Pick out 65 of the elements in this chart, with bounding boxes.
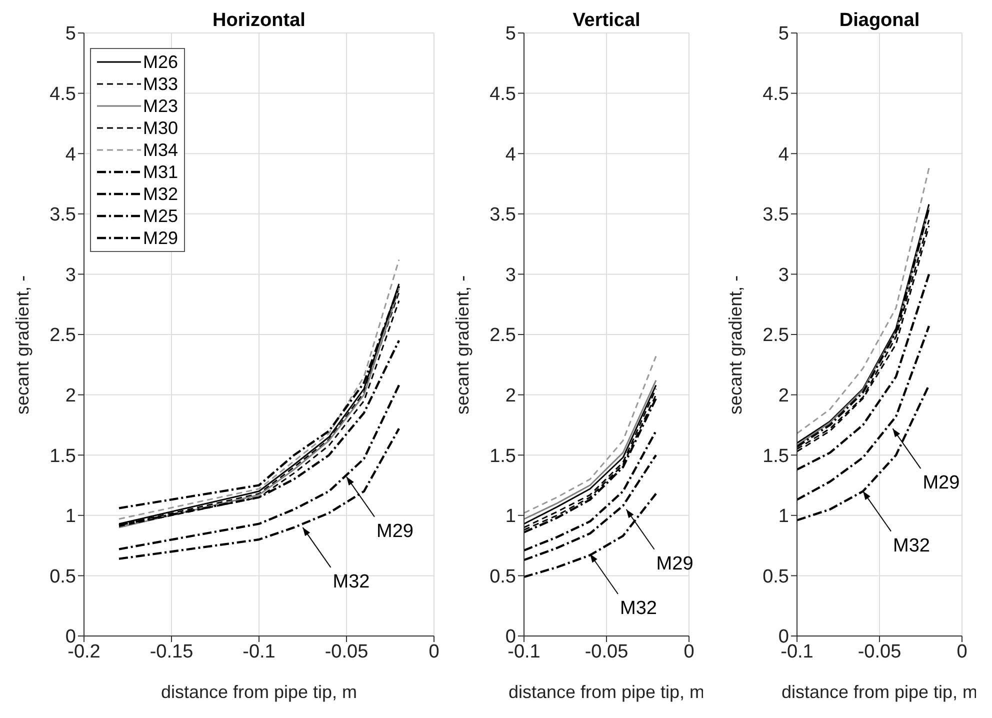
y-tick-label: 5 (778, 24, 789, 45)
legend-label: M33 (143, 74, 178, 94)
y-tick-label: 1 (505, 506, 516, 528)
y-axis-title: secant gradient, - (725, 275, 746, 414)
y-tick-label: 4 (505, 144, 516, 166)
x-axis-title: distance from pipe tip, m (160, 682, 358, 702)
x-tick-label: 0 (684, 641, 694, 662)
x-tick-label: -0.05 (858, 641, 902, 662)
x-tick-label: -0.1 (242, 641, 276, 662)
legend-label: M25 (143, 206, 178, 226)
y-tick-label: 1.5 (762, 446, 789, 467)
y-tick-label: 3 (65, 264, 76, 286)
y-axis-title: secant gradient, - (452, 275, 472, 414)
y-tick-label: 0.5 (50, 566, 76, 588)
y-tick-label: 0 (778, 626, 789, 648)
x-tick-label: 0 (428, 641, 440, 662)
x-tick-label: -0.05 (324, 641, 368, 662)
annotation: M32 (332, 571, 370, 592)
legend-label: M34 (143, 140, 178, 160)
annotation: M32 (620, 598, 657, 619)
y-tick-label: 1.5 (490, 446, 516, 467)
y-tick-label: 3.5 (490, 204, 516, 226)
y-tick-label: 3 (505, 264, 516, 286)
y-tick-label: 2.5 (762, 325, 789, 346)
legend-label: M30 (143, 118, 178, 138)
y-tick-label: 2.5 (50, 325, 76, 346)
y-tick-label: 5 (65, 24, 76, 45)
annotation: M32 (893, 535, 930, 556)
y-tick-label: 0.5 (762, 566, 789, 588)
y-tick-label: 3.5 (50, 204, 76, 226)
y-tick-label: 1 (778, 506, 789, 528)
y-tick-label: 5 (505, 24, 516, 45)
legend-label: M32 (143, 184, 178, 204)
y-tick-label: 4 (65, 144, 76, 166)
y-tick-label: 3 (778, 264, 789, 286)
y-tick-label: 2.5 (490, 325, 516, 346)
y-tick-label: 2 (65, 386, 76, 407)
y-tick-label: 3.5 (762, 204, 789, 226)
y-tick-label: 4 (778, 144, 790, 166)
y-tick-label: 0 (65, 626, 76, 648)
y-tick-label: 1.5 (50, 446, 76, 467)
y-tick-label: 0.5 (490, 566, 516, 588)
legend-label: M31 (143, 162, 178, 182)
legend-label: M29 (143, 228, 178, 248)
annotation: M29 (376, 520, 414, 542)
y-tick-label: 4.5 (762, 84, 789, 106)
annotation: M29 (922, 472, 960, 494)
x-axis-title: distance from pipe tip, m (781, 682, 978, 702)
annotation: M29 (656, 553, 694, 574)
legend-label: M23 (143, 96, 178, 116)
chart-title: Diagonal (838, 10, 921, 32)
y-tick-label: 2 (505, 386, 516, 407)
x-tick-label: -0.05 (584, 641, 628, 662)
y-tick-label: 0 (505, 626, 516, 648)
y-tick-label: 2 (778, 386, 789, 407)
y-tick-label: 4.5 (490, 84, 516, 106)
y-tick-label: 1 (65, 506, 76, 528)
x-tick-label: -0.15 (150, 641, 194, 662)
x-tick-label: 0 (956, 641, 968, 662)
chart-title: Horizontal (212, 10, 306, 32)
y-axis-title: secant gradient, - (12, 275, 32, 414)
legend-label: M26 (143, 52, 178, 72)
x-axis-title: distance from pipe tip, m (508, 682, 705, 702)
y-tick-label: 4.5 (50, 84, 76, 106)
chart-title: Vertical (572, 10, 642, 32)
